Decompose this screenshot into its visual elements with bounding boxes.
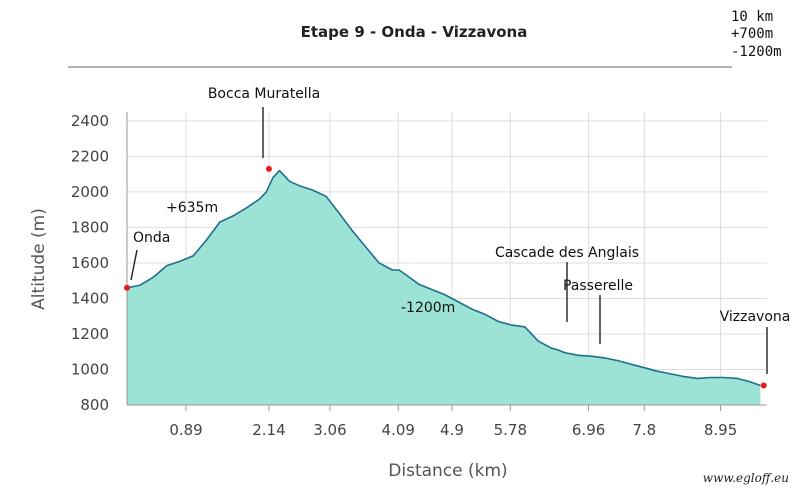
watermark: www.egloff.eu (703, 471, 789, 485)
y-tick-label: 2000 (71, 183, 109, 201)
marker-vizzavona (760, 382, 767, 389)
x-axis-label: Distance (km) (388, 461, 507, 481)
marker-bocca-muratella (265, 165, 272, 172)
x-tick-label: 5.78 (494, 421, 527, 439)
annotation-layer: Onda Bocca Muratella +635m -1200m Cascade de… (124, 86, 791, 389)
x-tick-label: 8.95 (704, 421, 737, 439)
y-tick-label: 1600 (71, 254, 109, 272)
annotation-leader-onda (130, 249, 138, 281)
annotation-bocca-muratella: Bocca Muratella (208, 86, 320, 102)
x-tick-label: 6.96 (572, 421, 605, 439)
chart-title: Etape 9 - Onda - Vizzavona (301, 23, 528, 41)
x-tick-label: 7.8 (632, 421, 656, 439)
annotation-passerelle: Passerelle (563, 278, 633, 294)
annotation-onda: Onda (133, 230, 170, 246)
y-tick-label: 1400 (71, 289, 109, 307)
x-tick-label: 2.14 (252, 421, 285, 439)
y-tick-label: 2200 (71, 147, 109, 165)
annotation-vizzavona: Vizzavona (720, 309, 791, 325)
y-tick-label: 800 (80, 396, 109, 414)
x-tick-label: 4.09 (382, 421, 415, 439)
annotation-1200m: -1200m (401, 300, 455, 316)
elevation-line (126, 169, 761, 387)
y-tick-label: 1200 (71, 325, 109, 343)
y-tick-label: 1000 (71, 360, 109, 378)
elevation-area (127, 170, 761, 405)
axis-layer: 800 1000 1200 1400 1600 1800 2000 2200 2400 0.89 2… (71, 112, 767, 439)
x-tick-label: 3.06 (313, 421, 346, 439)
y-tick-label: 2400 (71, 112, 109, 130)
marker-onda (124, 284, 130, 291)
y-axis-label: Altitude (m) (29, 208, 49, 310)
stat-descent: -1200m (731, 44, 782, 60)
annotation-635m: +635m (166, 200, 218, 216)
y-tick-label: 1800 (71, 218, 109, 236)
x-tick-label: 4.9 (440, 421, 464, 439)
stat-ascent: +700m (731, 26, 773, 42)
x-tick-label: 0.89 (169, 421, 202, 439)
annotation-cascade-des-anglais: Cascade des Anglais (495, 245, 639, 261)
area-layer (126, 169, 761, 405)
stat-distance: 10 km (731, 9, 773, 25)
